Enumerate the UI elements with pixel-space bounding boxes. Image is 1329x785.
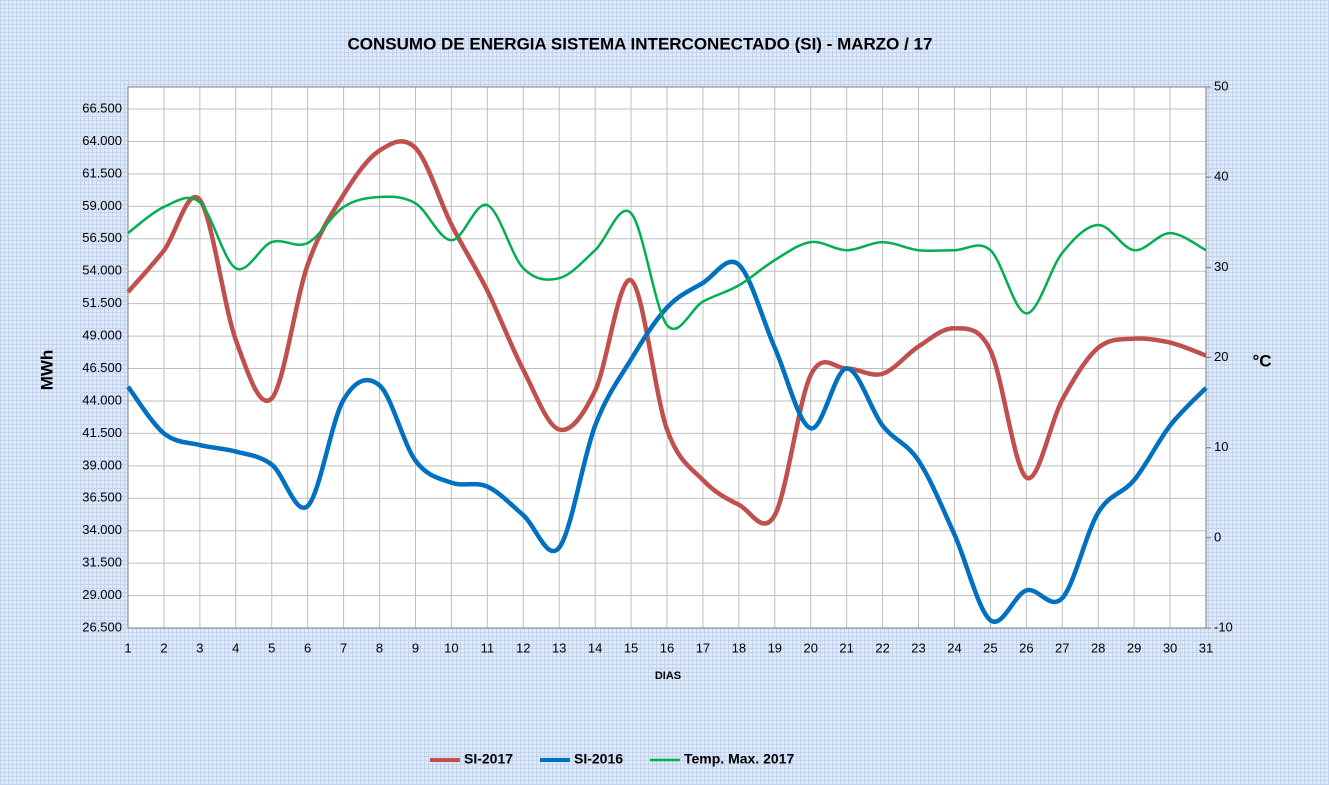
y-tick-label: 59.000 bbox=[82, 198, 122, 213]
y2-tick-label: 50 bbox=[1214, 78, 1228, 93]
y2-tick-label: 30 bbox=[1214, 259, 1228, 274]
x-tick-label: 10 bbox=[444, 640, 458, 655]
plot: 1 2 3 4 5 6 7 8 9 10 11 12 13 14 15 16 17 18 19 20 21 22 23 24 2… bbox=[82, 78, 1233, 766]
x-tick-label: 16 bbox=[660, 640, 674, 655]
x-tick-label: 18 bbox=[732, 640, 746, 655]
x-tick-label: 24 bbox=[947, 640, 961, 655]
y-tick-label: 26.500 bbox=[82, 619, 122, 634]
y-tick-label: 34.000 bbox=[82, 522, 122, 537]
legend-label: Temp. Max. 2017 bbox=[684, 751, 794, 767]
x-tick-label: 29 bbox=[1127, 640, 1141, 655]
x-tick-label: 30 bbox=[1163, 640, 1177, 655]
x-tick-label: 23 bbox=[911, 640, 925, 655]
x-tick-label: 31 bbox=[1199, 640, 1213, 655]
x-tick-label: 11 bbox=[481, 640, 495, 655]
x-tick-label: 28 bbox=[1091, 640, 1105, 655]
y-tick-label: 39.000 bbox=[82, 457, 122, 472]
y-tick-label: 66.500 bbox=[82, 100, 122, 115]
x-tick-label: 1 bbox=[124, 640, 131, 655]
y-tick-label: 31.500 bbox=[82, 555, 122, 570]
y-tick-label: 64.000 bbox=[82, 133, 122, 148]
y-tick-label: 49.000 bbox=[82, 328, 122, 343]
x-tick-label: 27 bbox=[1055, 640, 1069, 655]
x-tick-label: 6 bbox=[304, 640, 311, 655]
y-tick-label: 46.500 bbox=[82, 360, 122, 375]
x-tick-label: 2 bbox=[160, 640, 167, 655]
x-tick-label: 5 bbox=[268, 640, 275, 655]
plot-border bbox=[127, 86, 1207, 629]
y-tick-label: 56.500 bbox=[82, 230, 122, 245]
y-tick-label: 29.000 bbox=[82, 587, 122, 602]
y-tick-label: 36.500 bbox=[82, 490, 122, 505]
y2-tick-label: 40 bbox=[1214, 169, 1228, 184]
y-tick-label: 61.500 bbox=[82, 165, 122, 180]
x-tick-label: 21 bbox=[839, 640, 853, 655]
x-tick-label: 26 bbox=[1019, 640, 1033, 655]
x-tick-label: 14 bbox=[588, 640, 602, 655]
y2-axis-title: °C bbox=[1252, 351, 1271, 370]
legend-label: SI-2017 bbox=[464, 751, 513, 767]
x-tick-label: 19 bbox=[768, 640, 782, 655]
y2-tick-label: 0 bbox=[1214, 529, 1221, 544]
x-tick-label: 15 bbox=[624, 640, 638, 655]
x-tick-label: 7 bbox=[340, 640, 347, 655]
x-tick-label: 22 bbox=[875, 640, 889, 655]
y2-tick-label: 10 bbox=[1214, 439, 1228, 454]
chart-title: CONSUMO DE ENERGIA SISTEMA INTERCONECTAD… bbox=[348, 34, 933, 53]
x-tick-label: 3 bbox=[196, 640, 203, 655]
x-tick-label: 8 bbox=[376, 640, 383, 655]
series-line bbox=[127, 195, 1207, 331]
series-line bbox=[126, 139, 1207, 526]
x-tick-label: 9 bbox=[412, 640, 419, 655]
x-tick-label: 20 bbox=[803, 640, 817, 655]
y-tick-label: 41.500 bbox=[82, 425, 122, 440]
x-tick-label: 13 bbox=[552, 640, 566, 655]
y-tick-label: 51.500 bbox=[82, 295, 122, 310]
series-line bbox=[126, 259, 1208, 625]
legend-label: SI-2016 bbox=[574, 751, 623, 767]
y-axis-title: MWh bbox=[37, 350, 56, 391]
x-tick-label: 25 bbox=[983, 640, 997, 655]
x-tick-label: 12 bbox=[516, 640, 530, 655]
x-tick-label: 17 bbox=[696, 640, 710, 655]
y-tick-label: 54.000 bbox=[82, 263, 122, 278]
y-tick-label: 44.000 bbox=[82, 392, 122, 407]
x-axis-title: DIAS bbox=[655, 670, 681, 682]
y2-tick-label: 20 bbox=[1214, 349, 1228, 364]
x-tick-label: 4 bbox=[232, 640, 239, 655]
y2-tick-label: -10 bbox=[1214, 619, 1233, 634]
